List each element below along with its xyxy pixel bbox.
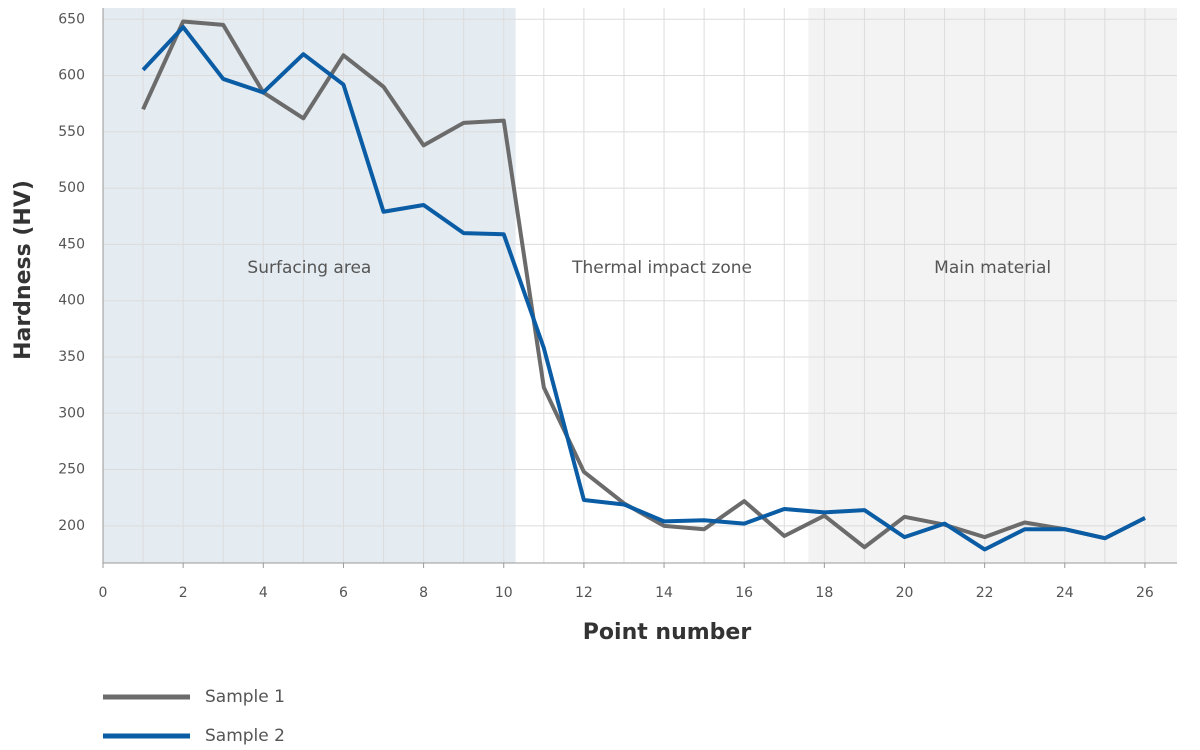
- y-tick-label: 450: [58, 236, 85, 252]
- x-tick-label: 14: [655, 585, 673, 601]
- x-tick-label: 22: [976, 585, 994, 601]
- y-axis-title: Hardness (HV): [11, 180, 36, 360]
- x-tick-label: 24: [1056, 585, 1074, 601]
- x-tick-label: 26: [1136, 585, 1154, 601]
- y-tick-label: 600: [58, 68, 85, 84]
- x-tick-label: 8: [419, 585, 428, 601]
- x-tick-label: 12: [575, 585, 593, 601]
- region: [808, 8, 1177, 563]
- x-tick-label: 2: [179, 585, 188, 601]
- y-tick-label: 550: [58, 124, 85, 140]
- y-tick-label: 650: [58, 11, 85, 27]
- region: [515, 8, 809, 563]
- x-tick-label: 18: [815, 585, 833, 601]
- region-label: Main material: [934, 258, 1051, 278]
- region: [103, 8, 516, 563]
- y-tick-label: 300: [58, 405, 85, 421]
- data-line: [141, 25, 1146, 552]
- region-label: Thermal impact zone: [571, 258, 752, 278]
- x-tick-label: 20: [896, 585, 914, 601]
- x-tick-label: 16: [735, 585, 753, 601]
- x-tick-label: 4: [259, 585, 268, 601]
- x-tick-label: 0: [99, 585, 108, 601]
- y-tick-label: 200: [58, 518, 85, 534]
- plot-area: [103, 8, 1177, 563]
- y-tick-label: 400: [58, 293, 85, 309]
- x-tick-label: 10: [495, 585, 513, 601]
- legend-label: Sample 2: [205, 726, 285, 746]
- legend-label: Sample 1: [205, 687, 285, 707]
- region-label: Surfacing area: [247, 258, 371, 278]
- x-axis-title: Point number: [583, 620, 752, 645]
- x-tick-label: 6: [339, 585, 348, 601]
- y-tick-label: 350: [58, 349, 85, 365]
- y-tick-label: 250: [58, 462, 85, 478]
- y-tick-label: 500: [58, 180, 85, 196]
